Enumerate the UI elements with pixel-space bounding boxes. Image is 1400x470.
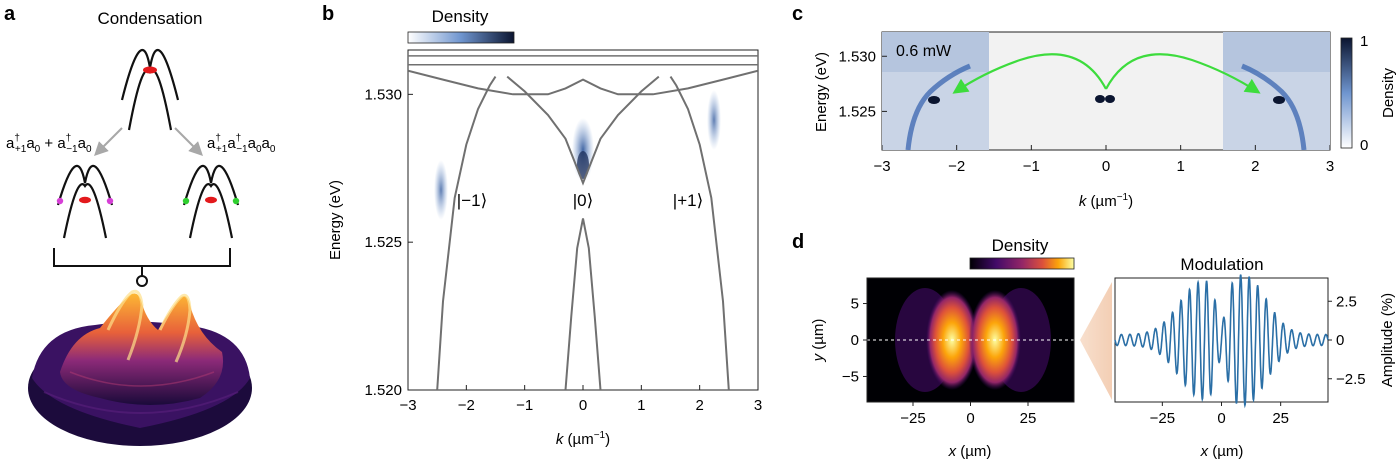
b-xtick-label: −1 [516,397,533,414]
top-dispersion-diagram [120,48,180,131]
right-process-label: a† +1a† −1a0a0 [207,133,276,155]
combination-bracket [53,248,231,287]
panel-d-label: d [792,231,804,253]
panel-d-colorbar-label: Density [992,236,1049,255]
dl-ytick-label: 5 [851,296,859,313]
dr-xtick-label: 0 [1217,410,1225,427]
b-xtick-label: −2 [458,397,475,414]
c-xtick-label: −3 [873,158,890,175]
dispersion-curve-4 [669,76,730,390]
panel-b-label: b [322,3,334,25]
zoom-cone [1080,282,1112,400]
panel-c-axes: −3 −2 −1 0 1 2 3 1.525 1.530 [838,48,1334,175]
dr-ytick-label: 0 [1336,332,1344,349]
dispersion-curve-2 [436,76,497,390]
panel-c: c −3 −2 −1 0 1 2 3 1.525 1.530 0.6 mW 1 0 Densit… [792,3,1397,210]
condensation-title: Condensation [98,9,203,28]
state-label-plus1: |+1⟩ [673,191,703,210]
c-xtick-label: −2 [948,158,965,175]
dr-xtick-label: 25 [1272,410,1289,427]
dl-xtick-label: 25 [1020,410,1037,427]
c-xtick-label: 2 [1251,158,1259,175]
panel-b-colorbar [407,31,515,44]
panel-c-ylabel: Energy (eV) [813,52,830,132]
panel-c-cbar-tick-0: 0 [1360,137,1368,154]
dr-ytick-label: −2.5 [1336,371,1366,388]
panel-b-dispersion-curves [408,55,758,390]
b-xtick-label: 1 [637,397,645,414]
panel-c-heatmap [882,32,1330,150]
modulation-line [1114,274,1329,409]
panel-c-colorbar-label: Density [1380,67,1397,118]
left-process-label: a† +1a0 + a† −1a0 [6,133,92,155]
dl-ytick-label: 0 [851,332,859,349]
panel-b-density-glow [434,90,721,220]
right-process-arrow [174,127,203,156]
left-process-arrow [94,127,123,156]
c-xtick-label: 0 [1102,158,1110,175]
left-sideband-diagram [56,164,114,239]
dispersion-curve-3 [506,75,660,186]
b-ytick-label: 1.530 [364,86,402,103]
panel-b-xlabel: k (µm−1) [556,430,610,448]
c-ytick-label: 1.530 [838,48,876,65]
c-xtick-label: 1 [1176,158,1184,175]
panel-b-ylabel: Energy (eV) [327,180,344,260]
dl-ytick-label: −5 [842,368,859,385]
panel-d-density-blobs [895,288,1051,392]
c-xtick-label: 3 [1326,158,1334,175]
b-xtick-label: 2 [695,397,703,414]
panel-d-right-ylabel: Amplitude (%) [1379,293,1396,387]
panel-c-xlabel: k (µm−1) [1079,192,1133,210]
panel-a: a Condensation a† +1a0 + a† −1a0 a† +1a† −1a… [4,3,276,446]
b-xtick-label: 0 [579,397,587,414]
b-ytick-label: 1.520 [364,382,402,399]
panel-d-right-axes: −25 0 25 2.5 0 −2.5 [1150,293,1366,427]
dl-xtick-label: 0 [966,410,974,427]
panel-b-colorbar-label: Density [432,7,489,26]
b-ytick-label: 1.525 [364,234,402,251]
panel-d-colorbar [969,257,1075,270]
condensate-dot [143,66,157,74]
panel-c-cbar-tick-1: 1 [1360,33,1368,50]
right-sideband-diagram [182,164,240,239]
panel-d-right-xlabel: x (µm) [1200,443,1244,460]
c-ytick-label: 1.525 [838,103,876,120]
density-surface-3d [28,289,252,446]
power-label: 0.6 mW [896,43,952,60]
b-xtick-label: −3 [399,397,416,414]
panel-c-colorbar [1340,37,1353,149]
dispersion-curve-5 [564,218,602,390]
panel-b-axes: −3 −2 −1 0 1 2 3 1.520 1.525 1.530 [364,86,762,414]
c-xtick-label: −1 [1023,158,1040,175]
panel-c-label: c [792,3,803,25]
svg-text:a†+1a†−1a0a0: a† +1a† −1a0a0 [207,133,276,155]
dr-ytick-label: 2.5 [1336,293,1357,310]
panel-d-left-ylabel: y (µm) [810,319,827,363]
panel-b: b Density −3 −2 −1 0 1 2 3 1.520 1.525 1.530 Ener… [322,3,762,448]
svg-text:a†+1a0 + a†−1a0: a† +1a0 + a† −1a0 [6,133,92,155]
state-label-0: |0⟩ [573,191,594,210]
scatter-arrow-right [1105,53,1261,94]
dispersion-curve-1 [408,69,758,96]
state-label-minus1: |−1⟩ [457,191,487,210]
scatter-arrow-left [952,53,1107,94]
panel-a-label: a [4,3,16,25]
b-xtick-label: 3 [754,397,762,414]
dl-xtick-label: −25 [900,410,925,427]
panel-d-left-xlabel: x (µm) [948,443,992,460]
modulation-title: Modulation [1180,255,1263,274]
dr-xtick-label: −25 [1150,410,1175,427]
